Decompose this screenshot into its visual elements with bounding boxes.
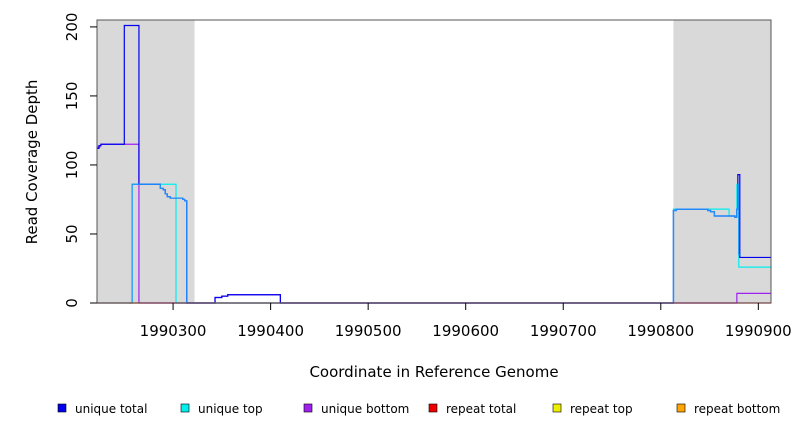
x-tick-label-2: 1990500 xyxy=(335,322,402,340)
y-tick-label-4: 200 xyxy=(63,13,81,42)
legend-label-5: repeat bottom xyxy=(694,402,780,416)
y-tick-label-2: 100 xyxy=(63,151,81,180)
legend: unique total unique top unique bottom repea… xyxy=(57,402,780,416)
series-line-0 xyxy=(97,143,771,304)
x-tick-label-1: 1990400 xyxy=(237,322,304,340)
legend-label-3: repeat total xyxy=(446,402,516,416)
legend-swatch-0 xyxy=(57,403,67,413)
shaded-region-1 xyxy=(673,20,771,303)
series-lines xyxy=(97,24,771,304)
x-tick-label-0: 1990300 xyxy=(140,322,207,340)
legend-swatch-2 xyxy=(303,403,313,413)
shaded-regions xyxy=(97,20,771,303)
legend-item-1: unique top xyxy=(180,402,263,416)
legend-swatch-1 xyxy=(180,403,190,413)
y-axis: 0 50 100 150 200 xyxy=(63,13,97,308)
legend-item-3: repeat total xyxy=(428,402,516,416)
y-tick-label-0: 0 xyxy=(63,298,81,308)
x-tick-label-6: 1990900 xyxy=(725,322,792,340)
y-tick-label-3: 150 xyxy=(63,82,81,111)
legend-label-4: repeat top xyxy=(570,402,633,416)
x-tick-label-5: 1990800 xyxy=(627,322,694,340)
series-line-1 xyxy=(97,183,771,304)
legend-label-1: unique top xyxy=(198,402,263,416)
series-line-3 xyxy=(129,183,741,304)
legend-swatch-3 xyxy=(428,403,438,413)
legend-label-0: unique total xyxy=(75,402,147,416)
y-tick-label-1: 50 xyxy=(63,224,81,243)
legend-item-5: repeat bottom xyxy=(676,402,780,416)
series-line-2 xyxy=(97,24,771,304)
x-axis: 1990300 1990400 1990500 1990600 1990700 19908… xyxy=(140,303,792,340)
legend-swatch-5 xyxy=(676,403,686,413)
x-tick-label-3: 1990600 xyxy=(432,322,499,340)
x-tick-label-4: 1990700 xyxy=(530,322,597,340)
legend-item-4: repeat top xyxy=(552,402,633,416)
legend-item-0: unique total xyxy=(57,402,147,416)
legend-item-2: unique bottom xyxy=(303,402,409,416)
legend-label-2: unique bottom xyxy=(321,402,409,416)
legend-swatch-4 xyxy=(552,403,562,413)
x-axis-title: Coordinate in Reference Genome xyxy=(309,363,558,381)
shaded-region-0 xyxy=(97,20,195,303)
y-axis-title: Read Coverage Depth xyxy=(23,80,41,245)
plot-frame xyxy=(96,19,772,304)
